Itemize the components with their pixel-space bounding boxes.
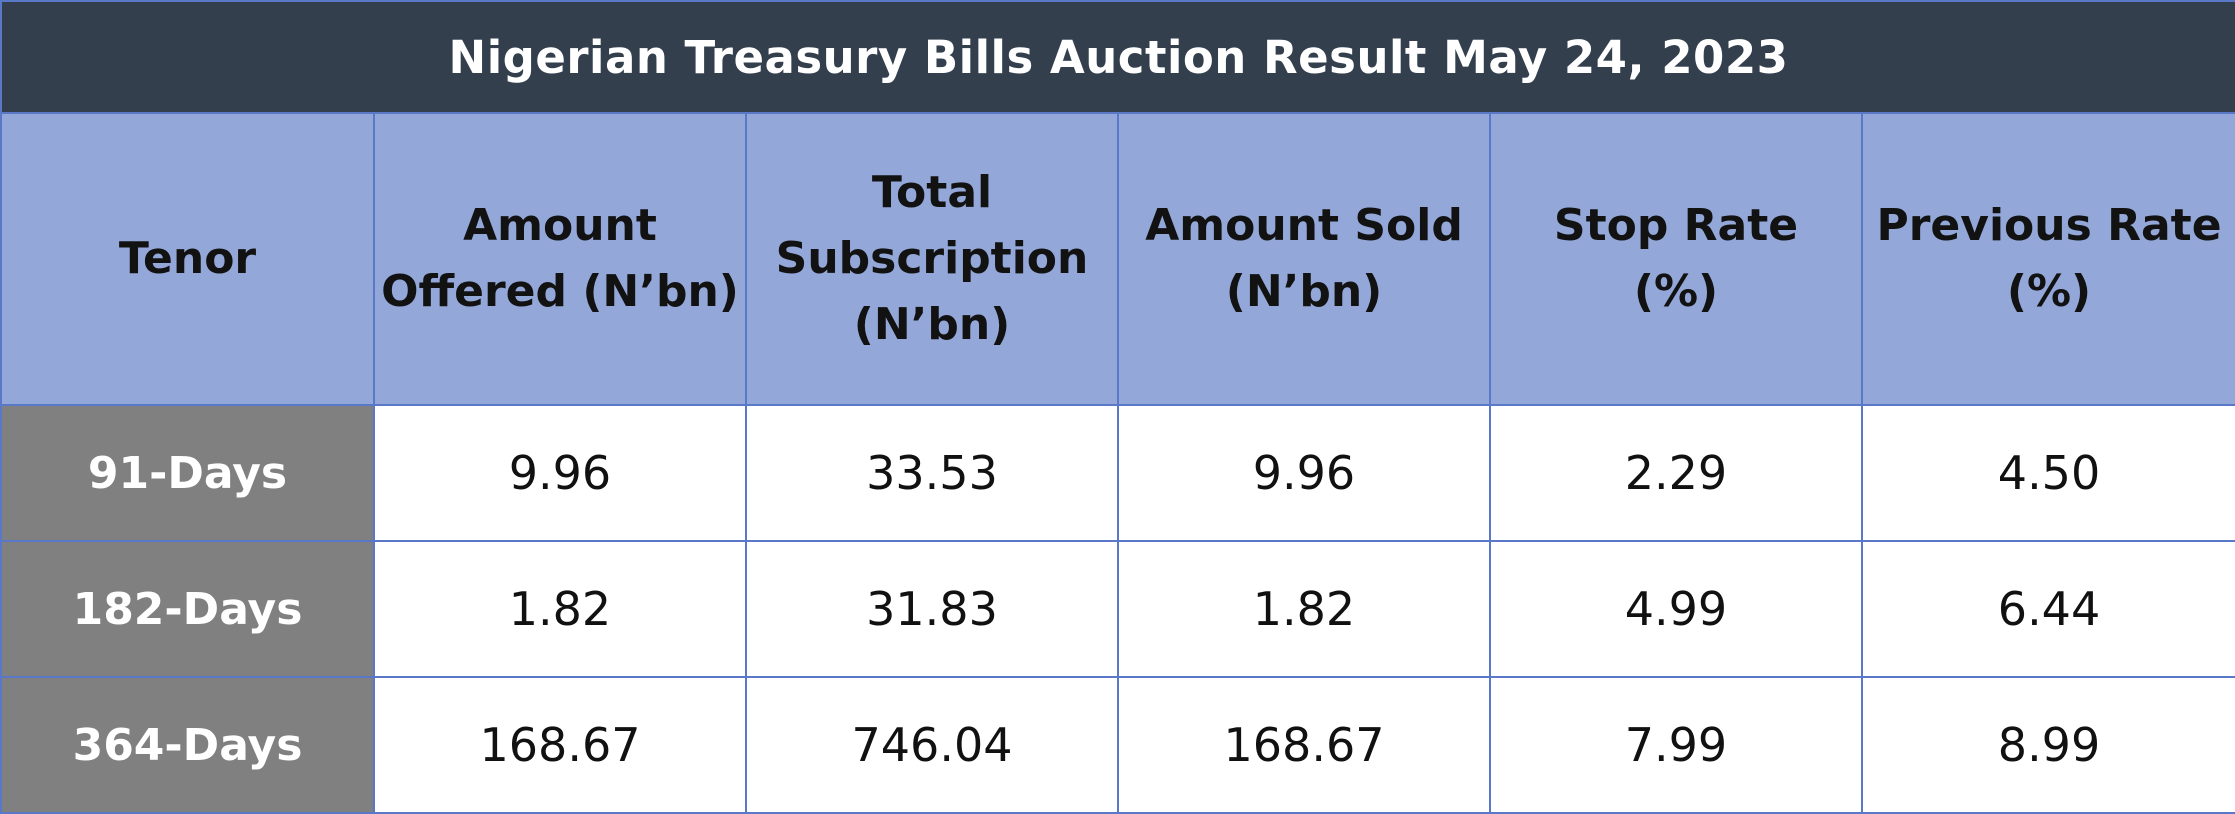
previous-rate-cell: 8.99	[1860, 676, 2235, 814]
table-row-182-days: 182-Days 1.82 31.83 1.82 4.99 6.44	[0, 540, 2235, 678]
table-title: Nigerian Treasury Bills Auction Result M…	[0, 0, 2235, 114]
header-stop-rate-line-1: Stop Rate	[1553, 200, 1799, 251]
header-tenor-line: Tenor	[118, 233, 257, 284]
header-amount-offered-line-1: Amount	[463, 200, 657, 251]
amount-sold-cell: 1.82	[1117, 540, 1491, 678]
amount-offered-cell: 168.67	[373, 676, 747, 814]
header-previous-rate: Previous Rate (%)	[1860, 112, 2235, 406]
header-amount-sold-line-1: Amount Sold	[1145, 200, 1463, 251]
table-row-364-days: 364-Days 168.67 746.04 168.67 7.99 8.99	[0, 676, 2235, 814]
header-amount-sold-line-2: (N’bn)	[1225, 266, 1383, 317]
header-previous-rate-line-2: (%)	[2006, 266, 2092, 317]
header-previous-rate-line-1: Previous Rate	[1876, 200, 2222, 251]
total-subscription-cell: 33.53	[745, 404, 1119, 542]
header-row: Tenor Amount Offered (N’bn) Total Subscr…	[0, 112, 2235, 406]
amount-offered-cell: 9.96	[373, 404, 747, 542]
stop-rate-cell: 4.99	[1489, 540, 1863, 678]
table-row-91-days: 91-Days 9.96 33.53 9.96 2.29 4.50	[0, 404, 2235, 542]
header-total-subscription: Total Subscription (N’bn)	[745, 112, 1119, 406]
previous-rate-cell: 4.50	[1860, 404, 2235, 542]
amount-offered-cell: 1.82	[373, 540, 747, 678]
header-amount-offered-line-2: Offered (N’bn)	[381, 266, 739, 317]
stop-rate-cell: 2.29	[1489, 404, 1863, 542]
previous-rate-cell: 6.44	[1860, 540, 2235, 678]
total-subscription-cell: 746.04	[745, 676, 1119, 814]
amount-sold-cell: 9.96	[1117, 404, 1491, 542]
tenor-cell: 182-Days	[0, 540, 375, 678]
amount-sold-cell: 168.67	[1117, 676, 1491, 814]
header-amount-offered: Amount Offered (N’bn)	[373, 112, 747, 406]
header-total-subscription-line-3: (N’bn)	[853, 299, 1011, 350]
header-stop-rate: Stop Rate (%)	[1489, 112, 1863, 406]
header-total-subscription-line-1: Total	[871, 167, 993, 218]
stop-rate-cell: 7.99	[1489, 676, 1863, 814]
header-total-subscription-line-2: Subscription	[775, 233, 1089, 284]
header-stop-rate-line-2: (%)	[1633, 266, 1719, 317]
title-row: Nigerian Treasury Bills Auction Result M…	[0, 0, 2235, 114]
header-amount-sold: Amount Sold (N’bn)	[1117, 112, 1491, 406]
tenor-cell: 364-Days	[0, 676, 375, 814]
header-tenor: Tenor	[0, 112, 375, 406]
tenor-cell: 91-Days	[0, 404, 375, 542]
total-subscription-cell: 31.83	[745, 540, 1119, 678]
